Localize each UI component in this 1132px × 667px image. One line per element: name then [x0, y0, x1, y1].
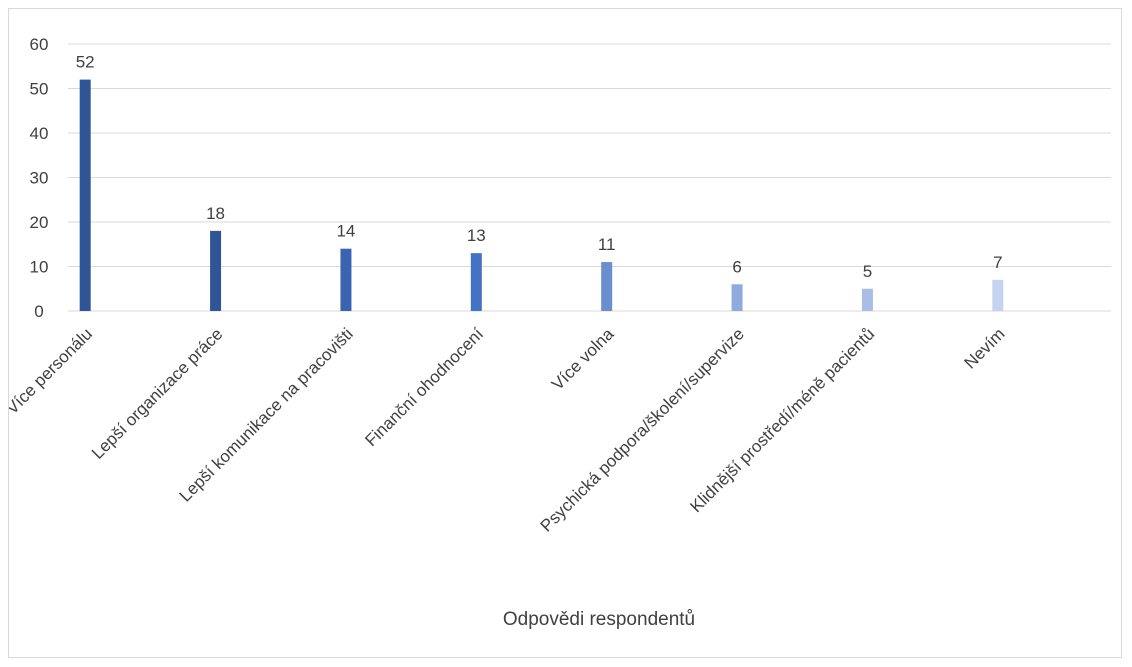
- data-label: 6: [732, 257, 741, 276]
- y-tick-label: 0: [34, 302, 43, 321]
- data-label: 7: [993, 253, 1002, 272]
- y-tick-label: 10: [30, 258, 49, 277]
- bars: [79, 79, 1004, 311]
- bar: [79, 79, 91, 311]
- category-label: Nevím: [960, 324, 1008, 372]
- y-tick-label: 50: [30, 80, 49, 99]
- chart-svg: 0 10 20 30 40 50 60 52 18 14 13 11 6 5 7 Více personá…: [9, 35, 1111, 630]
- y-tick-label: 20: [30, 213, 49, 232]
- bar: [210, 230, 222, 311]
- bar: [340, 248, 352, 311]
- y-tick-label: 40: [30, 124, 49, 143]
- data-label: 11: [598, 235, 616, 254]
- category-label: Finanční ohodnocení: [361, 324, 487, 450]
- chart-frame: 0 10 20 30 40 50 60 52 18 14 13 11 6 5 7 Více personá…: [8, 8, 1122, 658]
- data-labels: 52 18 14 13 11 6 5 7: [76, 53, 1003, 281]
- data-label: 14: [336, 222, 355, 241]
- gridlines: [68, 43, 1111, 312]
- y-axis-tick-labels: 0 10 20 30 40 50 60: [30, 35, 49, 321]
- category-label: Více personálu: [9, 324, 96, 418]
- bar: [861, 288, 873, 311]
- bar: [470, 253, 482, 311]
- category-label: Lepší organizace práce: [88, 324, 226, 462]
- category-label: Více volna: [548, 324, 618, 394]
- bar: [601, 262, 613, 311]
- y-tick-label: 60: [30, 35, 49, 54]
- data-label: 5: [863, 262, 872, 281]
- category-label: Psychická podpora/školení/supervize: [537, 324, 748, 535]
- data-label: 52: [76, 53, 95, 72]
- y-tick-label: 30: [30, 169, 49, 188]
- data-label: 18: [206, 204, 225, 223]
- bar: [731, 284, 743, 311]
- data-label: 13: [467, 226, 486, 245]
- x-axis-title: Odpovědi respondentů: [503, 609, 695, 630]
- bar: [992, 279, 1004, 311]
